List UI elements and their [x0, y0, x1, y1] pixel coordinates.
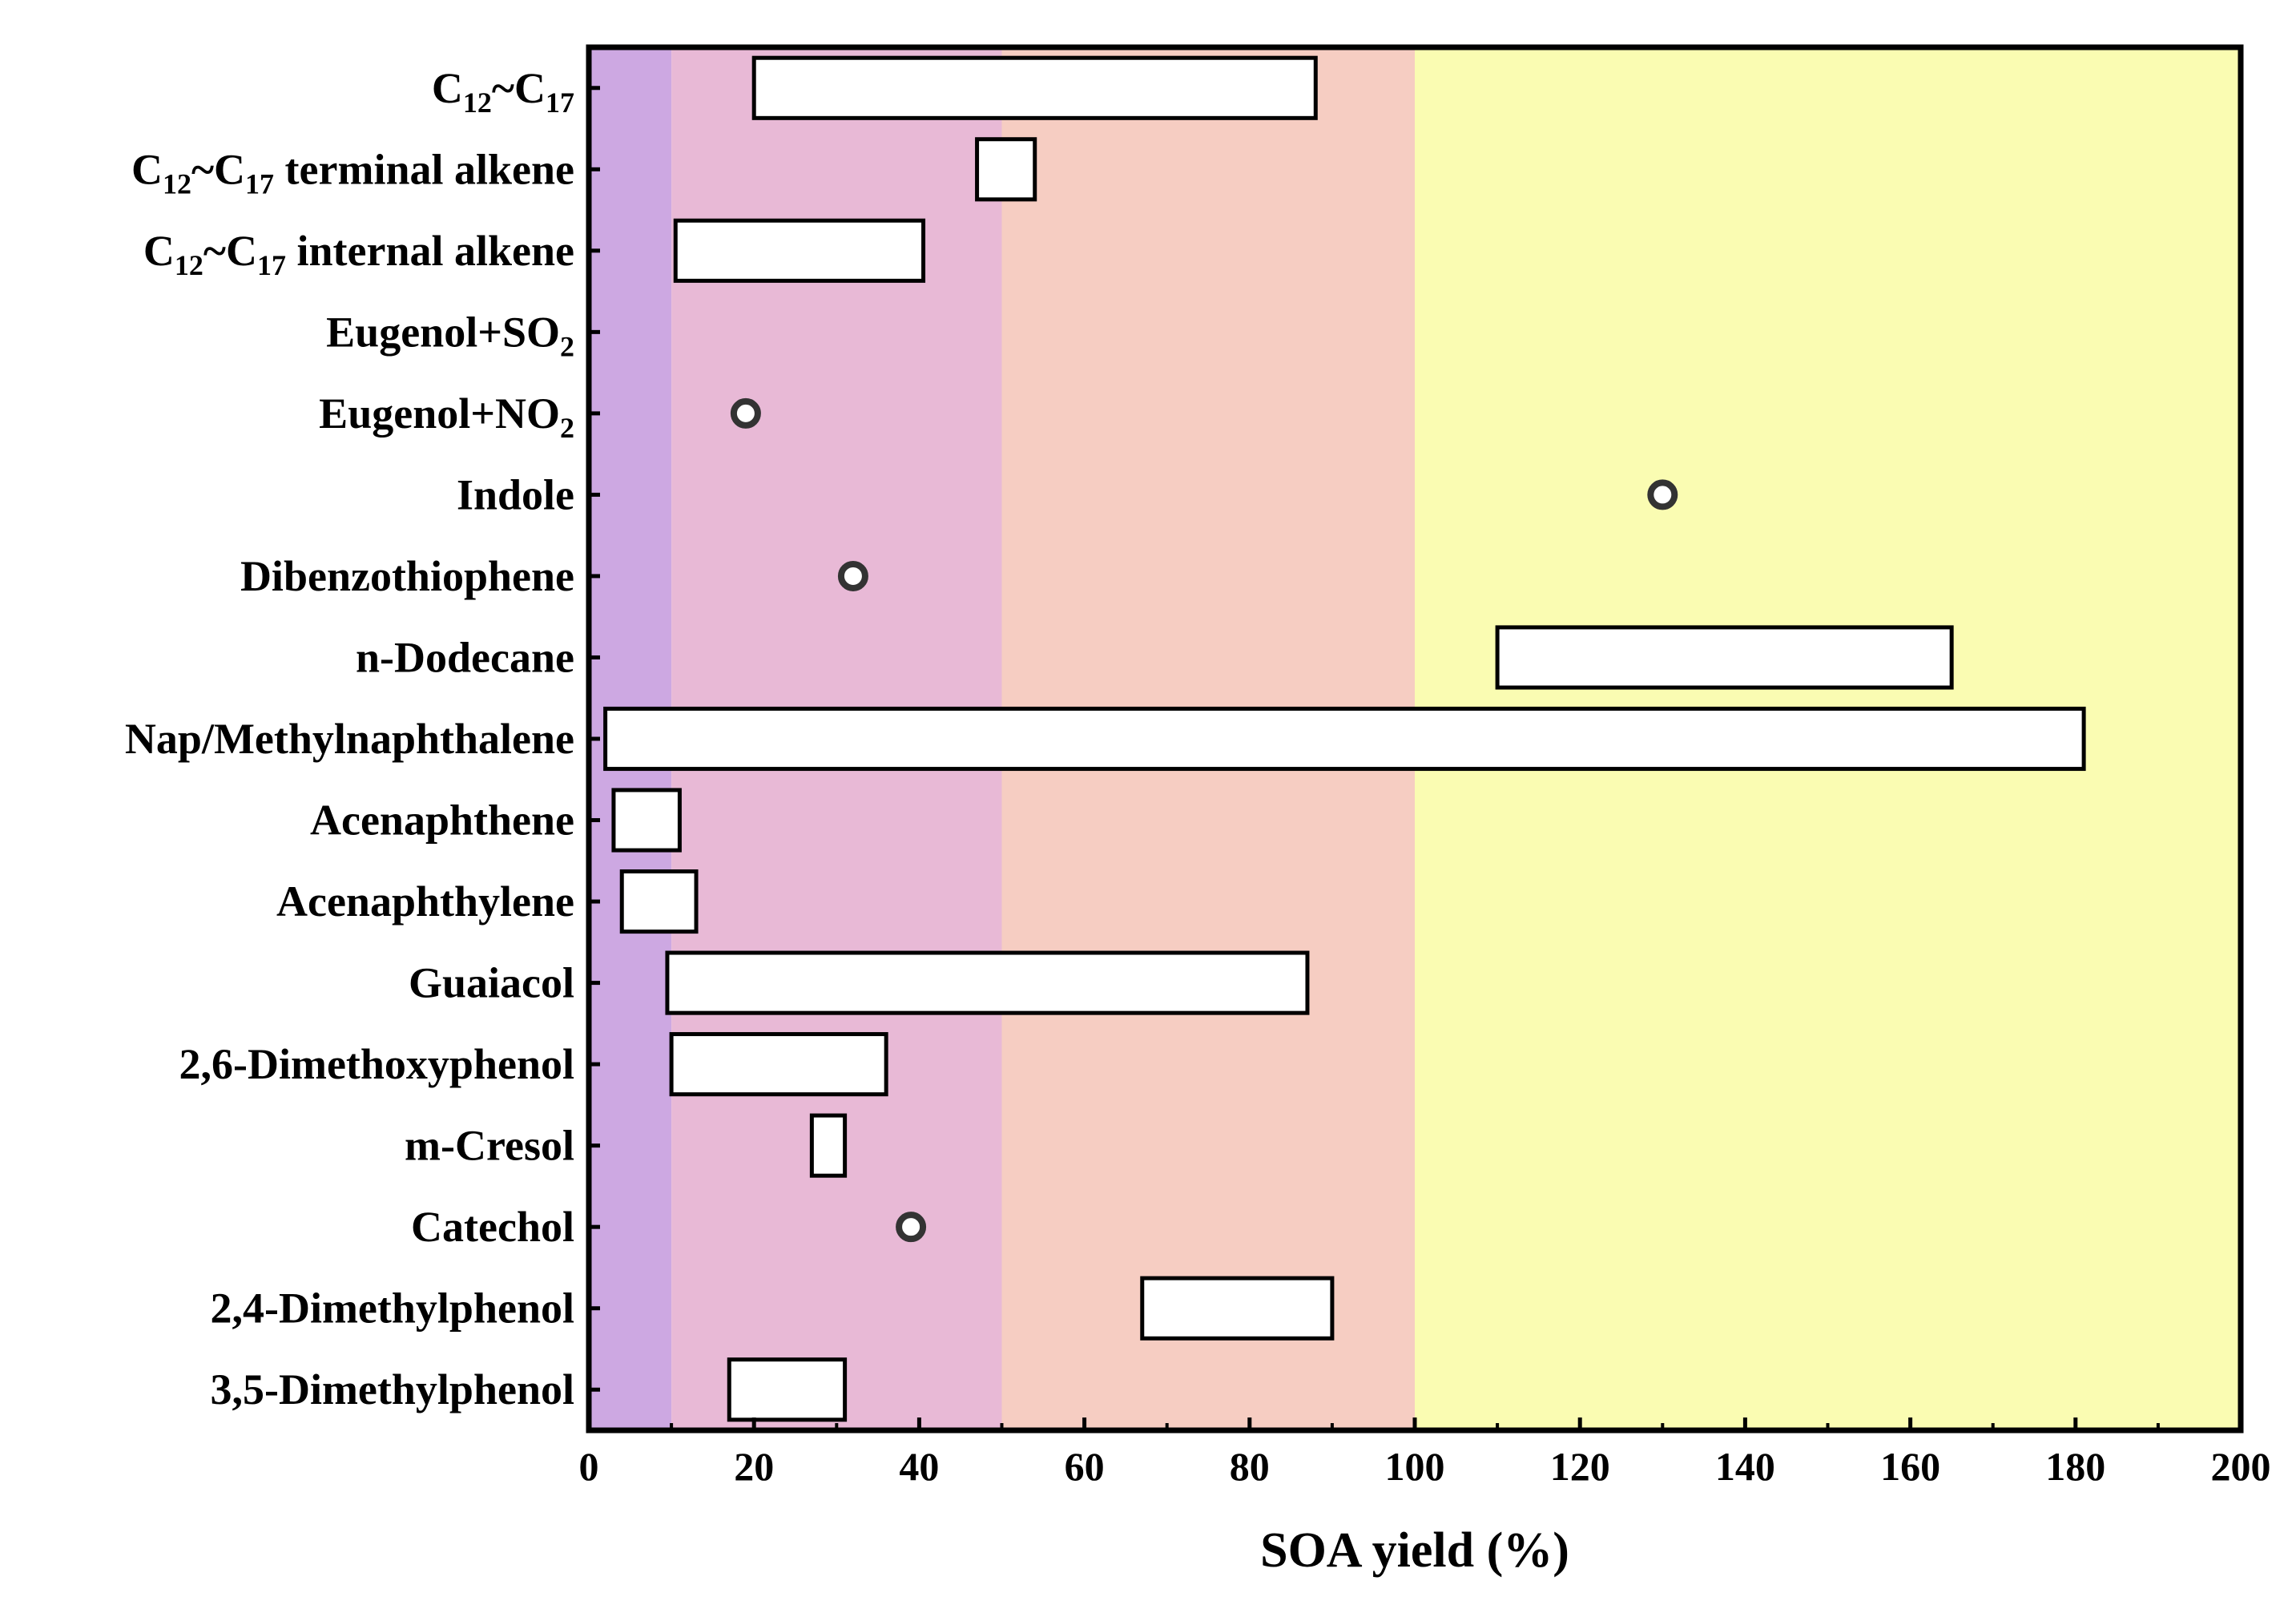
point-dibenzothiophene	[837, 560, 868, 591]
label-c12c17-terminal-alkene: C12~C17 terminal alkene	[131, 145, 574, 200]
label-c12c17: C12~C17	[432, 64, 574, 119]
xtick-label-200: 200	[2211, 1444, 2271, 1489]
xtick-label-180: 180	[2045, 1444, 2105, 1489]
label-m-cresol: m-Cresol	[405, 1122, 574, 1170]
xtick-label-20: 20	[734, 1444, 774, 1489]
label-guaiacol: Guaiacol	[409, 959, 574, 1007]
bar-nap-methylnaphthalene	[603, 706, 2086, 772]
bar-c12c17	[751, 55, 1318, 120]
xtick-label-120: 120	[1550, 1444, 1610, 1489]
bar-m-cresol	[809, 1113, 848, 1178]
label-eugenol-so2: Eugenol+SO2	[326, 308, 574, 362]
bar-3-5-dimethylphenol	[727, 1357, 848, 1422]
label-acenaphthene: Acenaphthene	[310, 796, 574, 845]
xtick-label-100: 100	[1385, 1444, 1445, 1489]
bar-guaiacol	[665, 950, 1310, 1015]
bar-acenaphthylene	[619, 869, 699, 934]
label-2-4-dimethylphenol: 2,4-Dimethylphenol	[210, 1284, 574, 1333]
label-c12c17-internal-alkene: C12~C17 internal alkene	[143, 227, 574, 281]
point-eugenol-no2	[730, 397, 761, 429]
label-3-5-dimethylphenol: 3,5-Dimethylphenol	[210, 1365, 574, 1413]
xtick-label-0: 0	[579, 1444, 599, 1489]
bar-n-dodecane	[1495, 625, 1954, 690]
x-axis-title: SOA yield (%)	[1260, 1523, 1569, 1578]
bar-acenaphthene	[611, 788, 682, 853]
label-2-6-dimethoxyphenol: 2,6-Dimethoxyphenol	[179, 1040, 574, 1088]
label-acenaphthylene: Acenaphthylene	[276, 877, 574, 925]
bar-c12c17-internal-alkene	[673, 218, 926, 283]
bar-2-6-dimethoxyphenol	[669, 1032, 888, 1097]
xtick-label-60: 60	[1065, 1444, 1105, 1489]
point-indole	[1647, 479, 1678, 510]
data-marks	[603, 55, 2086, 1422]
xtick-label-40: 40	[899, 1444, 939, 1489]
point-catechol	[896, 1212, 927, 1243]
xtick-label-80: 80	[1230, 1444, 1270, 1489]
bar-c12c17-terminal-alkene	[975, 137, 1037, 202]
label-nap-methylnaphthalene: Nap/Methylnaphthalene	[125, 715, 574, 763]
label-catechol: Catechol	[411, 1203, 574, 1251]
bar-2-4-dimethylphenol	[1140, 1276, 1335, 1341]
y-axis: C12~C17 C12~C17 terminal alkene C12~C17 in…	[125, 64, 600, 1413]
label-n-dodecane: n-Dodecane	[356, 633, 574, 681]
label-indole: Indole	[457, 470, 574, 518]
label-eugenol-no2: Eugenol+NO2	[319, 389, 574, 444]
xtick-label-140: 140	[1715, 1444, 1775, 1489]
label-dibenzothiophene: Dibenzothiophene	[240, 552, 574, 600]
xtick-label-160: 160	[1880, 1444, 1940, 1489]
x-axis: 0 20 40 60 80 100 120 140 160 180 200	[579, 1417, 2271, 1489]
